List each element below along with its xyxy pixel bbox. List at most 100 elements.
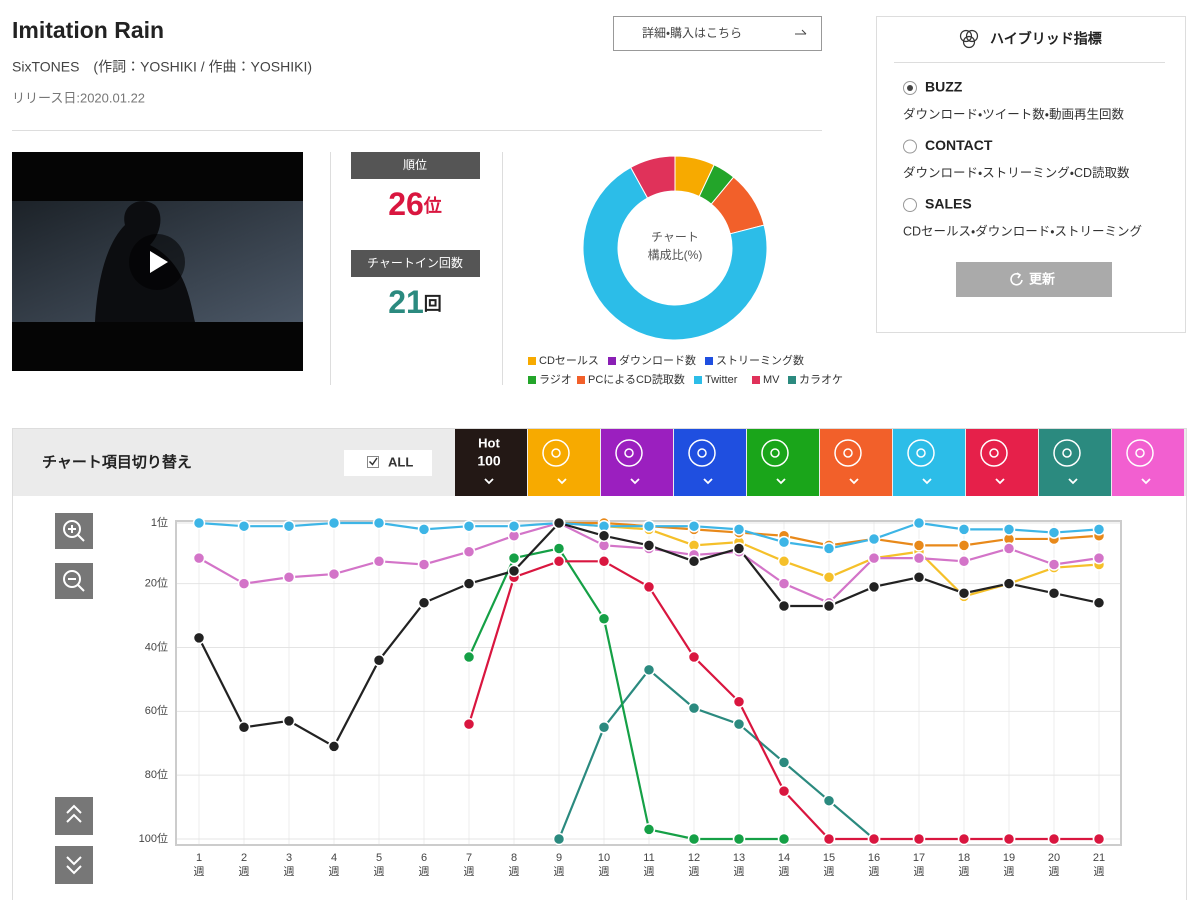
data-point	[507, 551, 521, 565]
data-point	[777, 555, 791, 568]
legend-swatch	[705, 357, 713, 365]
x-tick-label: 7	[466, 852, 472, 864]
chart-tile[interactable]: Hot 100	[455, 429, 527, 496]
tile-icon	[551, 448, 561, 458]
data-point	[1092, 523, 1106, 536]
data-point	[777, 784, 791, 798]
data-point	[237, 519, 251, 533]
radio-option[interactable]: CONTACT ダウンロード・ストリーミング・CD読取数	[903, 137, 1130, 180]
checkbox-frame	[344, 450, 432, 476]
tile-chevron	[1068, 478, 1078, 485]
data-point	[822, 571, 836, 584]
chart-tile[interactable]	[674, 429, 746, 496]
y-tick-label: 80位	[145, 768, 168, 781]
x-tick-label: 15	[823, 852, 835, 864]
legend-swatch	[528, 357, 536, 365]
data-point	[327, 740, 341, 753]
data-point	[1092, 596, 1106, 610]
x-unit-label: 週	[464, 865, 475, 878]
chevron-icon	[66, 856, 82, 875]
legend-swatch	[528, 376, 536, 384]
radio-dot	[907, 85, 913, 91]
update-button[interactable]: 更新	[956, 262, 1112, 297]
data-point	[777, 577, 791, 590]
legend-swatch	[608, 357, 616, 365]
tile-chevron	[776, 478, 786, 485]
x-unit-label: 週	[194, 865, 205, 878]
zoom-icon	[63, 570, 81, 588]
y-tick-label: 20位	[145, 577, 168, 590]
all-label: ALL	[388, 454, 413, 469]
detail-button[interactable]: 詳細・購入はこちら	[613, 16, 822, 51]
data-point	[822, 794, 836, 807]
data-point	[462, 545, 476, 558]
tile-icon	[843, 448, 853, 458]
tile-label: 100	[477, 453, 501, 469]
data-point	[552, 832, 566, 846]
legend-label: CDセールス	[539, 354, 599, 367]
rank-unit: 位	[423, 195, 442, 216]
data-point	[822, 542, 836, 555]
data-point	[237, 721, 251, 734]
count-value: 21回	[388, 284, 442, 320]
data-point	[642, 663, 656, 677]
play-icon	[150, 251, 168, 273]
count-label: チャートイン回数	[367, 255, 463, 270]
tile-icon	[697, 448, 707, 458]
data-point	[1047, 558, 1061, 571]
chart-tile[interactable]	[893, 429, 965, 496]
legend-label: PCによるCD読取数	[588, 372, 685, 386]
tile-icon	[688, 439, 716, 467]
tile-chevron	[1141, 478, 1151, 485]
x-unit-label: 週	[599, 865, 610, 878]
hybrid-title: ハイブリッド指標	[990, 31, 1102, 47]
scroll-up-button[interactable]	[55, 797, 93, 835]
icon-circle	[965, 29, 979, 43]
tile-chevron	[557, 478, 567, 485]
tile-icon	[615, 439, 643, 467]
tile-icon	[980, 439, 1008, 467]
rank-line-chart: 1週2週3週4週5週6週7週8週9週10週11週12週13週14週15週16週1…	[139, 516, 1122, 878]
x-unit-label: 週	[374, 865, 385, 878]
data-point	[597, 612, 611, 626]
chart-tile[interactable]	[966, 429, 1038, 496]
release-date: リリース日:2020.01.22	[12, 90, 145, 105]
option-label: BUZZ	[925, 79, 963, 95]
data-point	[957, 523, 971, 536]
all-checkbox[interactable]: ALL	[344, 450, 432, 476]
data-point	[732, 717, 746, 731]
chart-tile[interactable]	[601, 429, 673, 496]
tile-label: Hot	[478, 435, 500, 450]
legend-label: カラオケ	[799, 373, 843, 386]
radio-option[interactable]: BUZZ ダウンロード・ツイート数・動画再生回数	[903, 79, 1125, 122]
data-point	[417, 596, 431, 610]
scroll-down-button[interactable]	[55, 846, 93, 884]
data-point	[552, 542, 566, 555]
radio-option[interactable]: SALES CDセールス・ダウンロード・ストリーミング	[903, 196, 1142, 239]
chart-tile[interactable]	[1039, 429, 1111, 496]
zoom-out-button[interactable]	[55, 563, 93, 599]
zoom-icon	[63, 520, 81, 538]
zoom-in-button[interactable]	[55, 513, 93, 549]
icon-circle	[962, 35, 976, 49]
data-point	[1047, 586, 1061, 600]
data-point	[867, 580, 881, 594]
chart-tile[interactable]	[1112, 429, 1184, 496]
artist-credit: SixTONES (作詞：YOSHIKI / 作曲：YOSHIKI)	[12, 59, 312, 75]
rank-value: 26位	[388, 186, 442, 222]
refresh-icon	[1010, 272, 1023, 286]
chart-tile[interactable]	[820, 429, 892, 496]
icon-circle	[959, 29, 973, 43]
video-player[interactable]	[12, 152, 303, 371]
tile-icon	[1062, 448, 1072, 458]
chart-tile[interactable]	[528, 429, 600, 496]
hybrid-options: BUZZ ダウンロード・ツイート数・動画再生回数 CONTACT ダウンロード・ストリ…	[903, 79, 1142, 239]
legend-label: MV	[763, 374, 780, 386]
option-label: SALES	[925, 196, 972, 212]
data-point	[1002, 577, 1016, 590]
chart-tile[interactable]	[747, 429, 819, 496]
data-point	[687, 650, 701, 664]
x-tick-label: 4	[331, 852, 337, 864]
